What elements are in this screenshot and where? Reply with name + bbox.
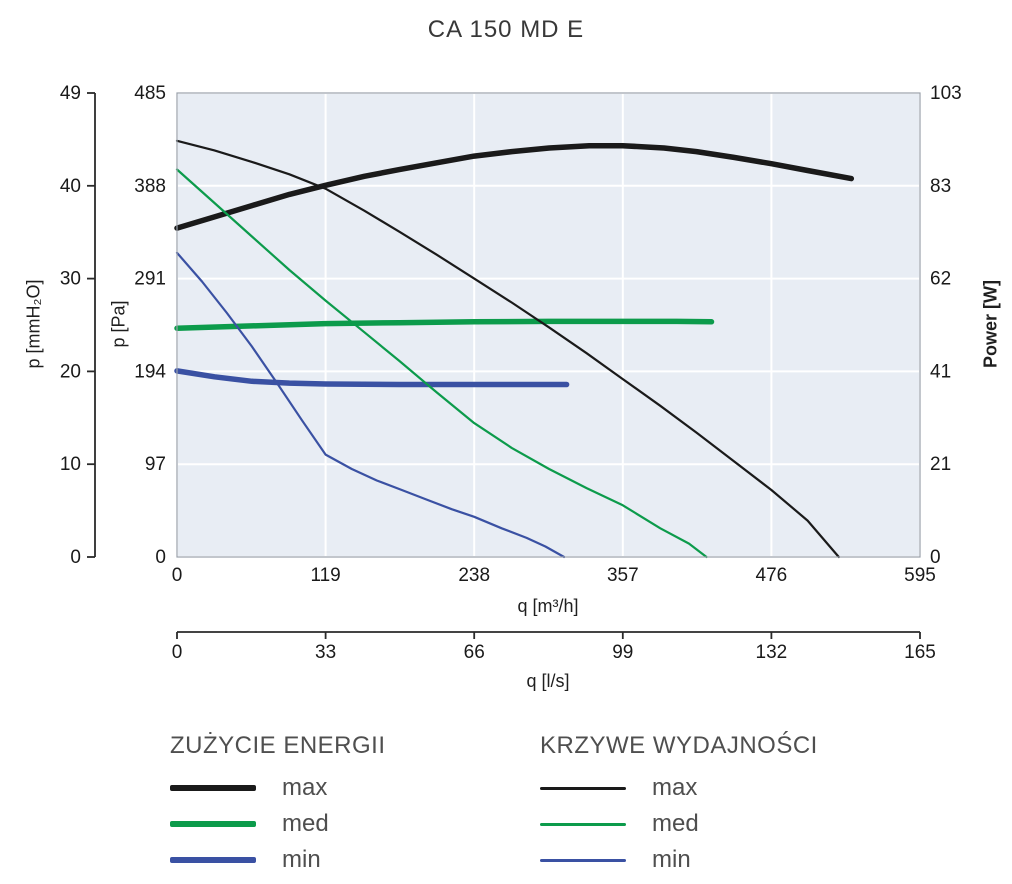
curve-power-max bbox=[174, 142, 855, 231]
mmh2o-tick-label: 30 bbox=[60, 269, 81, 290]
curve-power-med bbox=[174, 318, 715, 331]
legend-item-energy-med: med bbox=[170, 806, 386, 842]
mmh2o-tick-label: 49 bbox=[60, 83, 81, 104]
m3h-tick-label: 0 bbox=[172, 565, 183, 586]
legend-item-energy-max: max bbox=[170, 770, 386, 806]
plot-border bbox=[176, 92, 921, 558]
legend-label-perf-max: max bbox=[652, 774, 698, 801]
legend-item-perf-min: min bbox=[540, 842, 818, 878]
m3h-tick-label: 476 bbox=[756, 565, 788, 586]
curve-perf-min bbox=[175, 251, 566, 559]
legend-group-energy-title: ZUŻYCIE ENERGII bbox=[170, 732, 386, 759]
y-axis-title-power: Power [W] bbox=[980, 280, 1001, 368]
legend-label-perf-med: med bbox=[652, 810, 699, 837]
legend-line-power-max bbox=[170, 785, 256, 791]
m3h-tick-label: 119 bbox=[310, 565, 340, 586]
mmh2o-tick-label: 10 bbox=[60, 454, 81, 475]
power-tick-label: 83 bbox=[930, 176, 951, 197]
m3h-tick-label: 238 bbox=[458, 565, 490, 586]
pa-tick-label: 291 bbox=[134, 269, 166, 290]
x-axis-title-ls: q [l/s] bbox=[526, 671, 570, 691]
legend-line-power-min bbox=[170, 857, 256, 863]
y-axis-title-mmh2o: p [mmH₂O] bbox=[23, 279, 44, 369]
legend-label-power-min: min bbox=[282, 846, 321, 873]
mmh2o-tick-label: 40 bbox=[60, 176, 81, 197]
y-axis-title-pa: p [Pa] bbox=[108, 300, 129, 348]
ls-tick-label: 0 bbox=[172, 642, 183, 663]
power-tick-label: 62 bbox=[930, 269, 951, 290]
ls-tick-label: 165 bbox=[904, 642, 936, 663]
legend-item-energy-min: min bbox=[170, 842, 386, 878]
pa-tick-label: 97 bbox=[145, 454, 166, 475]
chart-title: CA 150 MD E bbox=[427, 16, 585, 43]
legend-item-perf-med: med bbox=[540, 806, 818, 842]
mmh2o-axis bbox=[87, 92, 96, 558]
pa-tick-label: 0 bbox=[155, 547, 166, 568]
ls-tick-label: 99 bbox=[612, 642, 633, 663]
legend-group-energy: ZUŻYCIE ENERGII max med min bbox=[170, 732, 386, 878]
legend-line-power-med bbox=[170, 821, 256, 827]
legend-line-perf-min bbox=[540, 858, 626, 862]
mmh2o-tick-label: 0 bbox=[70, 547, 81, 568]
ls-axis bbox=[176, 631, 921, 639]
power-tick-label: 41 bbox=[930, 361, 951, 382]
m3h-tick-label: 357 bbox=[607, 565, 639, 586]
legend-label-perf-min: min bbox=[652, 846, 691, 873]
m3h-tick-label: 595 bbox=[904, 565, 936, 586]
legend-line-perf-max bbox=[540, 786, 626, 790]
power-tick-label: 103 bbox=[930, 83, 962, 104]
pa-tick-label: 485 bbox=[134, 83, 166, 104]
power-tick-label: 0 bbox=[930, 547, 941, 568]
curve-perf-med bbox=[175, 168, 708, 559]
curve-power-min bbox=[174, 368, 570, 388]
legend-label-power-med: med bbox=[282, 810, 329, 837]
ls-tick-label: 66 bbox=[464, 642, 485, 663]
mmh2o-tick-label: 20 bbox=[60, 361, 81, 382]
pa-tick-label: 194 bbox=[134, 361, 166, 382]
ls-tick-label: 132 bbox=[756, 642, 788, 663]
ls-tick-label: 33 bbox=[315, 642, 336, 663]
legend-group-performance-title: KRZYWE WYDAJNOŚCI bbox=[540, 732, 818, 759]
power-tick-label: 21 bbox=[930, 454, 951, 475]
legend-item-perf-max: max bbox=[540, 770, 818, 806]
pa-tick-label: 388 bbox=[134, 176, 166, 197]
legend-line-perf-med bbox=[540, 822, 626, 826]
curve-perf-max bbox=[175, 139, 840, 559]
x-axis-title-m3h: q [m³/h] bbox=[517, 596, 579, 616]
legend-label-power-max: max bbox=[282, 774, 328, 801]
legend-group-performance: KRZYWE WYDAJNOŚCI max med min bbox=[540, 732, 818, 878]
